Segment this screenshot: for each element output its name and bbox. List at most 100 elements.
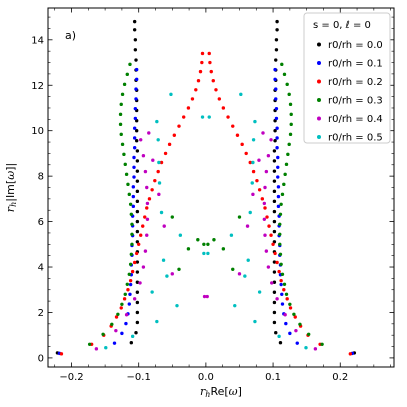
data-point-series-1: [132, 126, 137, 130]
data-point-series-4: [270, 281, 274, 285]
data-point-series-3: [120, 92, 125, 97]
data-point-series-0: [135, 229, 140, 234]
data-point-series-3: [101, 332, 105, 336]
data-point-series-2: [277, 269, 281, 274]
data-point-series-2: [134, 251, 139, 256]
data-point-series-1: [276, 165, 280, 169]
data-point-series-0: [272, 300, 277, 305]
y-tick-label: 0: [38, 353, 44, 364]
data-point-series-0: [135, 189, 140, 194]
data-point-series-0: [135, 219, 140, 224]
data-point-series-3: [120, 142, 125, 147]
data-point-series-3: [120, 302, 124, 306]
data-point-series-3: [292, 312, 296, 316]
data-point-series-3: [124, 172, 129, 177]
data-point-series-5: [155, 119, 159, 124]
legend-title: s = 0, ℓ = 0: [313, 20, 371, 31]
data-point-series-5: [253, 119, 257, 124]
data-point-series-4: [141, 153, 146, 158]
y-tick-label: 6: [38, 217, 44, 228]
data-point-series-1: [127, 302, 131, 306]
data-point-series-3: [118, 122, 123, 127]
data-point-series-0: [133, 48, 138, 52]
data-point-series-2: [128, 278, 133, 283]
data-point-series-2: [271, 242, 275, 246]
data-point-series-3: [279, 202, 283, 207]
data-point-series-4: [147, 131, 151, 135]
data-point-series-1: [132, 165, 136, 169]
data-point-series-3: [170, 215, 174, 219]
data-point-series-2: [172, 133, 177, 137]
data-point-series-0: [272, 169, 277, 173]
x-tick-label: −0.1: [127, 372, 151, 383]
data-point-series-0: [275, 19, 279, 24]
data-point-series-4: [257, 158, 261, 162]
legend-marker: [317, 42, 321, 47]
data-point-series-1: [112, 341, 117, 345]
data-point-series-3: [278, 212, 283, 217]
data-point-series-4: [205, 294, 209, 299]
data-point-series-0: [134, 330, 138, 335]
data-point-series-0: [272, 320, 277, 325]
data-point-series-1: [275, 126, 279, 130]
data-point-series-2: [119, 306, 123, 310]
data-point-series-3: [123, 292, 127, 296]
data-point-series-2: [194, 88, 198, 92]
data-point-series-3: [130, 222, 134, 227]
data-point-series-3: [282, 72, 287, 77]
data-point-series-3: [298, 322, 302, 326]
data-point-series-1: [134, 87, 138, 91]
data-point-series-2: [141, 224, 145, 228]
data-point-series-4: [94, 347, 99, 351]
data-point-series-3: [280, 192, 285, 197]
data-point-series-5: [157, 181, 162, 185]
data-point-series-3: [306, 332, 311, 336]
legend: s = 0, ℓ = 0 r0/rh = 0.0 r0/rh = 0.1 r0/rh …: [303, 12, 391, 144]
data-point-series-3: [287, 92, 291, 97]
data-point-series-1: [274, 106, 279, 111]
data-point-series-0: [135, 199, 140, 204]
data-point-series-1: [131, 185, 136, 189]
data-point-series-2: [248, 160, 252, 165]
data-point-series-0: [134, 129, 139, 133]
data-point-series-4: [294, 328, 298, 333]
data-point-series-2: [209, 69, 213, 74]
data-point-series-3: [130, 232, 134, 237]
y-tick-label: 2: [38, 308, 44, 319]
data-point-series-0: [272, 149, 277, 153]
data-point-series-1: [280, 292, 284, 296]
data-point-series-4: [145, 217, 150, 222]
data-point-series-2: [143, 215, 147, 219]
data-point-series-0: [135, 209, 140, 214]
data-point-series-0: [273, 138, 277, 143]
data-point-series-3: [285, 82, 289, 87]
data-point-series-1: [131, 194, 136, 199]
data-point-series-2: [147, 197, 152, 201]
data-point-series-3: [279, 262, 283, 266]
data-point-series-5: [175, 303, 179, 308]
data-point-series-5: [104, 345, 108, 350]
data-point-series-2: [293, 315, 297, 319]
data-point-series-0: [134, 138, 139, 143]
data-point-series-3: [202, 242, 206, 246]
data-point-series-2: [207, 51, 211, 56]
data-point-series-5: [233, 303, 237, 308]
data-point-series-3: [284, 162, 289, 167]
data-point-series-4: [264, 169, 269, 174]
data-point-series-1: [295, 341, 299, 345]
data-point-series-3: [289, 112, 293, 117]
data-point-series-5: [250, 181, 254, 185]
data-point-series-0: [272, 179, 277, 183]
data-point-series-5: [206, 251, 210, 256]
data-point-series-4: [262, 217, 267, 222]
data-point-series-2: [198, 69, 203, 74]
data-point-series-3: [282, 282, 287, 286]
legend-box: [303, 12, 391, 144]
data-point-series-1: [132, 136, 137, 140]
data-point-series-0: [133, 38, 138, 42]
data-point-series-3: [282, 182, 286, 187]
data-point-series-0: [129, 340, 134, 345]
data-point-series-1: [276, 204, 281, 209]
data-point-series-5: [229, 233, 234, 237]
data-point-series-2: [235, 133, 240, 137]
